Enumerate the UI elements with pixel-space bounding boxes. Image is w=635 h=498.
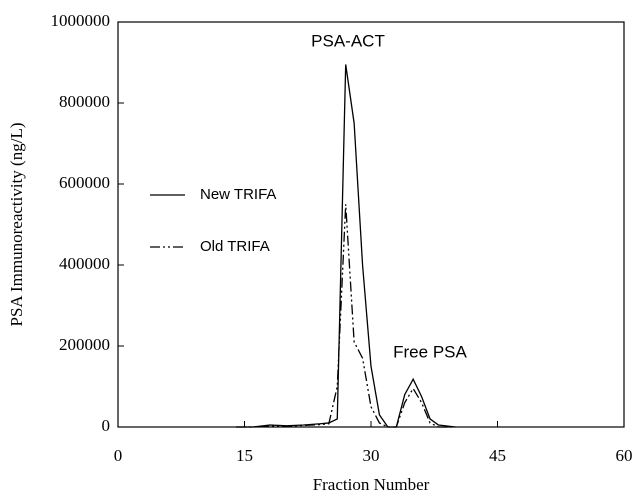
data-line bbox=[236, 204, 456, 428]
y-tick-label: 1000000 bbox=[51, 11, 111, 30]
annotation: PSA-ACT bbox=[311, 31, 385, 50]
x-tick-label: 45 bbox=[489, 446, 506, 465]
y-tick-label: 400000 bbox=[59, 254, 110, 273]
x-axis-label: Fraction Number bbox=[313, 475, 430, 494]
y-tick-label: 0 bbox=[102, 416, 111, 435]
y-tick-label: 200000 bbox=[59, 335, 110, 354]
x-tick-label: 15 bbox=[236, 446, 253, 465]
y-tick-label: 600000 bbox=[59, 173, 110, 192]
y-axis-label: PSA Immunoreactivity (ng/L) bbox=[7, 123, 26, 327]
y-tick-label: 800000 bbox=[59, 92, 110, 111]
legend-label: New TRIFA bbox=[200, 186, 276, 203]
legend-label: Old TRIFA bbox=[200, 238, 270, 255]
data-line bbox=[236, 64, 456, 428]
x-tick-label: 30 bbox=[363, 446, 380, 465]
annotation: Free PSA bbox=[393, 342, 467, 361]
x-tick-label: 0 bbox=[114, 446, 123, 465]
x-tick-label: 60 bbox=[616, 446, 633, 465]
